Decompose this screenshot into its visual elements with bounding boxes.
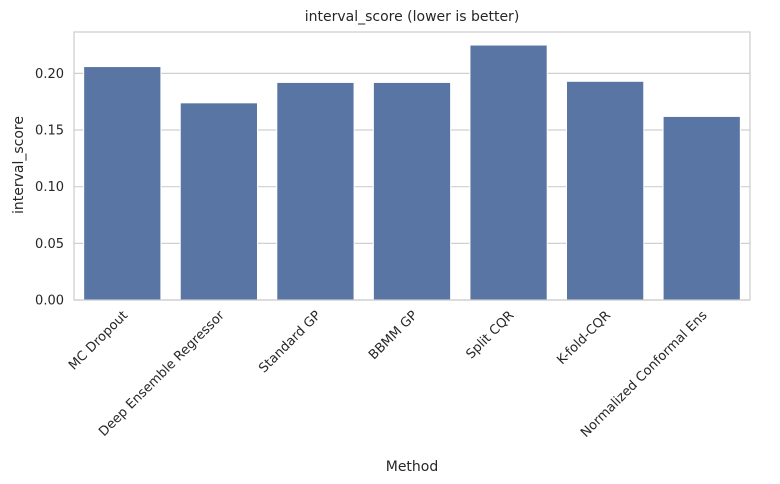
bar [469,44,548,301]
y-tick-label: 0.05 [35,237,64,252]
bar [83,66,162,301]
bar [179,102,258,301]
y-tick-label: 0.20 [35,67,64,82]
x-tick-label: MC Dropout [66,308,131,373]
x-tick-label: Standard GP [256,308,324,376]
bar [372,81,452,301]
bar [566,80,645,301]
plot-frame [73,31,751,301]
bars [83,44,741,301]
y-tick-label: 0.00 [35,294,64,309]
x-tick-label: Split CQR [463,308,517,362]
y-tick-labels: 0.00 0.05 0.10 0.15 0.20 [35,67,64,309]
y-axis-label: interval_score [11,116,27,214]
bar [662,115,741,301]
x-tick-label: BBMM GP [366,308,421,363]
chart-title: interval_score (lower is better) [305,9,520,25]
y-tick-label: 0.15 [35,124,64,139]
y-tick-label: 0.10 [35,180,64,195]
x-tick-label: K-fold-CQR [554,308,614,368]
x-axis-label: Method [386,459,439,475]
bar [276,81,355,301]
